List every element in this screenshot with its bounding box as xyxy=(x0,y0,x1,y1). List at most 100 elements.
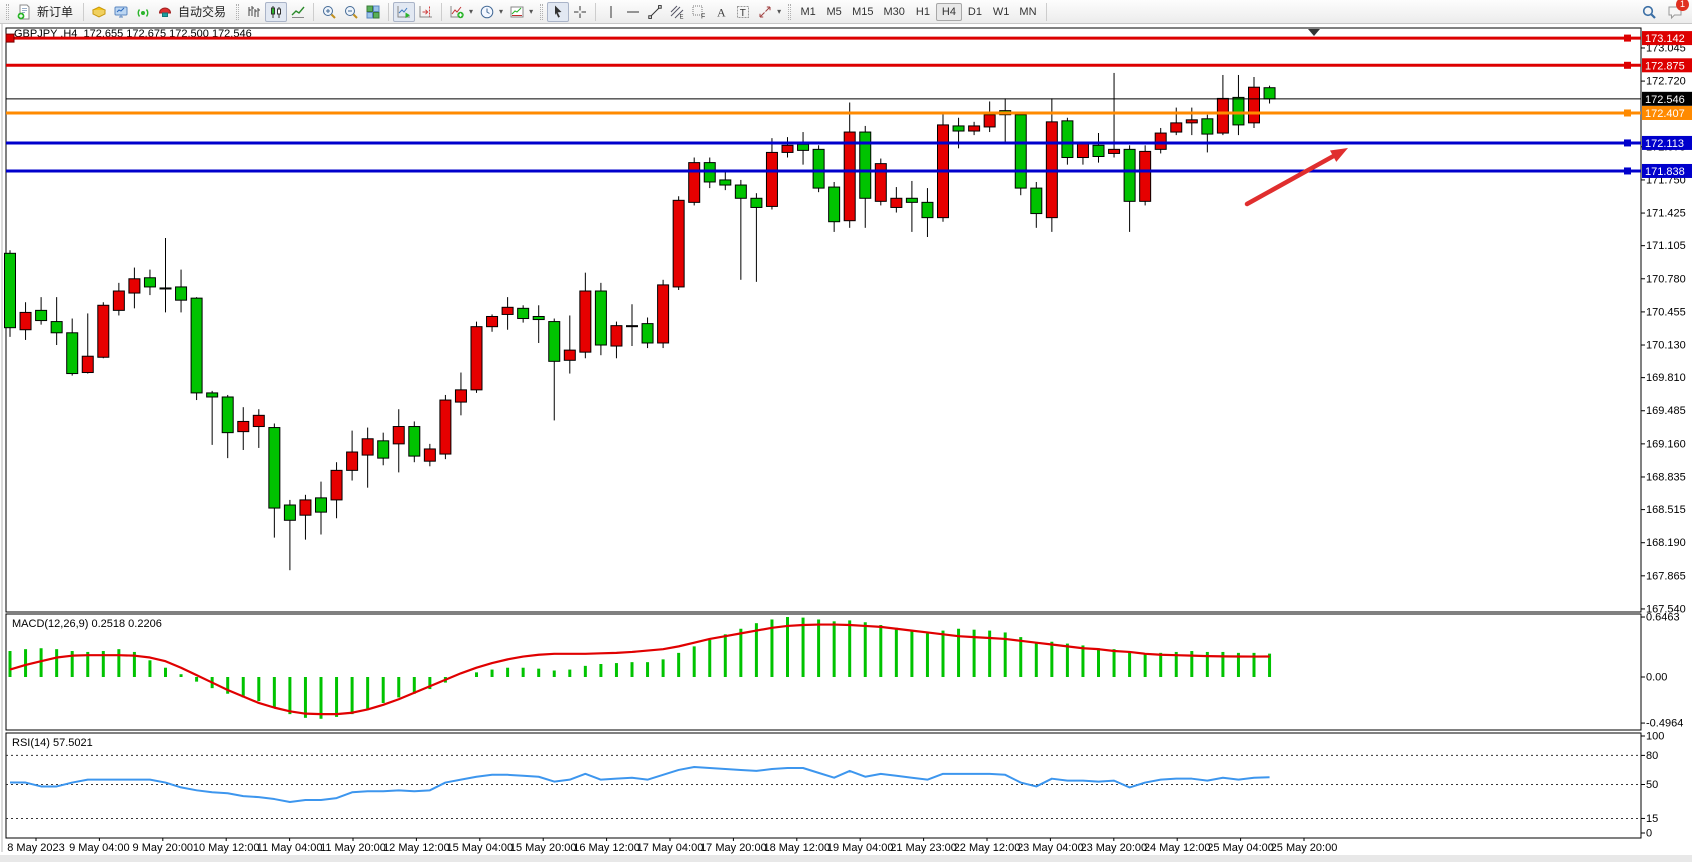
candle[interactable] xyxy=(797,132,810,165)
fibonacci-button[interactable]: E xyxy=(666,2,688,22)
candle[interactable] xyxy=(486,314,499,332)
grid-button[interactable]: F xyxy=(688,2,710,22)
horizontal-line-button[interactable] xyxy=(622,2,644,22)
candle[interactable] xyxy=(175,269,188,313)
zoom-out-button[interactable] xyxy=(340,2,362,22)
chat-button[interactable]: 1 xyxy=(1664,0,1689,22)
signals-button[interactable] xyxy=(132,2,154,22)
search-button[interactable] xyxy=(1638,2,1660,22)
candle[interactable] xyxy=(97,302,110,359)
market-watch-button[interactable] xyxy=(88,2,110,22)
indicators-caret[interactable]: ▾ xyxy=(469,7,474,16)
candle[interactable] xyxy=(672,196,685,290)
candle[interactable] xyxy=(859,125,872,228)
candle[interactable] xyxy=(361,427,374,488)
candle[interactable] xyxy=(703,157,716,189)
candle[interactable] xyxy=(1154,127,1167,154)
candle[interactable] xyxy=(377,432,390,466)
candle[interactable] xyxy=(1248,77,1260,128)
templates-caret[interactable]: ▾ xyxy=(529,7,534,16)
depth-of-market-button[interactable] xyxy=(110,2,132,22)
candle[interactable] xyxy=(921,188,934,238)
candle[interactable] xyxy=(1030,181,1043,228)
candle[interactable] xyxy=(517,305,530,323)
candle[interactable] xyxy=(734,179,747,280)
timeframe-H1[interactable]: H1 xyxy=(915,5,930,18)
candle[interactable] xyxy=(532,305,545,343)
candle[interactable] xyxy=(1139,145,1152,206)
candle[interactable] xyxy=(610,321,623,359)
candle[interactable] xyxy=(781,137,794,158)
level-handle[interactable] xyxy=(1624,109,1631,117)
candle[interactable] xyxy=(999,98,1012,143)
candle[interactable] xyxy=(1014,111,1027,196)
templates-button[interactable] xyxy=(506,2,528,22)
auto-scroll-button[interactable] xyxy=(393,1,416,22)
auto-trading-label[interactable]: 自动交易 xyxy=(178,5,227,19)
candle[interactable] xyxy=(315,481,327,535)
candlestick-chart-button[interactable] xyxy=(265,1,288,22)
timeframe-H4[interactable]: H4 xyxy=(935,2,962,21)
candle[interactable] xyxy=(35,297,48,325)
candle[interactable] xyxy=(252,409,265,448)
auto-trading-button[interactable] xyxy=(154,2,176,22)
candle[interactable] xyxy=(626,304,638,347)
candle[interactable] xyxy=(968,121,981,136)
new-order-label[interactable]: 新订单 xyxy=(37,5,74,19)
candle[interactable] xyxy=(657,279,670,349)
candle[interactable] xyxy=(1232,74,1245,136)
crosshair-button[interactable] xyxy=(569,2,591,22)
timeframe-W1[interactable]: W1 xyxy=(992,5,1010,18)
candle[interactable] xyxy=(905,180,918,232)
toolbar-handle[interactable] xyxy=(6,3,9,20)
candle[interactable] xyxy=(828,181,841,232)
candle[interactable] xyxy=(439,394,452,460)
candle[interactable] xyxy=(19,302,32,340)
timeframe-M15[interactable]: M15 xyxy=(852,5,874,18)
candle[interactable] xyxy=(268,423,281,538)
timeframe-M5[interactable]: M5 xyxy=(826,5,842,18)
line-chart-button[interactable] xyxy=(287,2,309,22)
candle[interactable] xyxy=(206,390,219,445)
periods-caret[interactable]: ▾ xyxy=(499,7,504,16)
vertical-line-button[interactable] xyxy=(600,2,622,22)
candle[interactable] xyxy=(283,499,296,571)
candle[interactable] xyxy=(890,187,903,213)
candle[interactable] xyxy=(423,443,436,467)
candle[interactable] xyxy=(128,267,141,309)
time-axis[interactable]: 8 May 2023 9 May 04:00 9 May 20:00 10 May 1… xyxy=(7,838,1337,854)
label-button[interactable]: T xyxy=(732,2,754,22)
candle[interactable] xyxy=(190,297,203,401)
candle[interactable] xyxy=(392,409,405,473)
tile-windows-button[interactable] xyxy=(362,2,384,22)
candle[interactable] xyxy=(983,101,996,133)
indicators-button[interactable] xyxy=(446,2,468,22)
chart-shift-marker[interactable] xyxy=(1308,29,1320,36)
level-left-marker[interactable] xyxy=(5,33,15,43)
candle[interactable] xyxy=(221,394,234,459)
candle[interactable] xyxy=(454,372,467,416)
level-handle[interactable] xyxy=(1624,139,1631,147)
shapes-caret[interactable]: ▾ xyxy=(777,7,782,16)
candle[interactable] xyxy=(1123,145,1136,232)
candle[interactable] xyxy=(4,250,16,337)
candle[interactable] xyxy=(750,193,763,282)
candle[interactable] xyxy=(501,297,514,330)
timeframe-M1[interactable]: M1 xyxy=(800,5,816,18)
candle[interactable] xyxy=(1076,142,1089,165)
candle[interactable] xyxy=(563,315,576,374)
timeframe-D1[interactable]: D1 xyxy=(967,5,982,18)
timeframe-MN[interactable]: MN xyxy=(1019,5,1037,18)
candle[interactable] xyxy=(1108,72,1121,158)
candle[interactable] xyxy=(1061,117,1074,165)
periods-button[interactable] xyxy=(476,2,498,22)
candle[interactable] xyxy=(143,269,156,296)
cursor-button[interactable] xyxy=(547,1,570,22)
candle[interactable] xyxy=(688,157,701,206)
candle[interactable] xyxy=(874,158,887,206)
candle[interactable] xyxy=(66,318,79,376)
candle[interactable] xyxy=(1092,133,1105,163)
candle[interactable] xyxy=(594,282,607,356)
candle[interactable] xyxy=(812,145,825,193)
candle[interactable] xyxy=(1201,114,1214,153)
